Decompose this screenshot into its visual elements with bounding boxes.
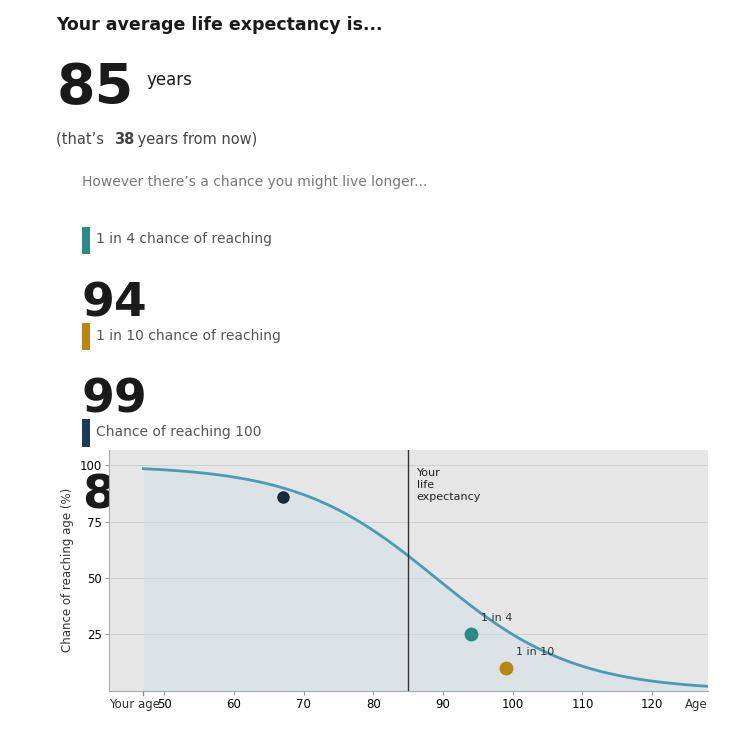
Bar [82, 323, 90, 350]
Bar [82, 420, 90, 447]
Text: 85: 85 [56, 61, 133, 115]
Text: Your average life expectancy is...: Your average life expectancy is... [56, 16, 383, 34]
Text: 8.0: 8.0 [82, 474, 166, 519]
Text: %: % [136, 474, 160, 498]
Text: Your age: Your age [109, 697, 160, 711]
Text: 94: 94 [82, 281, 148, 327]
Text: 1 in 10: 1 in 10 [516, 647, 554, 657]
Text: 99: 99 [82, 377, 148, 423]
Text: 1 in 10 chance of reaching: 1 in 10 chance of reaching [96, 328, 281, 343]
Text: Your
life
expectancy: Your life expectancy [416, 468, 481, 502]
Text: However there’s a chance you might live longer...: However there’s a chance you might live … [82, 175, 427, 189]
Text: Age: Age [685, 697, 708, 711]
Y-axis label: Chance of reaching age (%): Chance of reaching age (%) [61, 488, 74, 652]
Text: 38: 38 [114, 132, 134, 147]
Text: 1 in 4: 1 in 4 [482, 613, 513, 623]
Text: years from now): years from now) [133, 132, 258, 147]
Text: years: years [146, 71, 192, 88]
Bar [82, 227, 90, 254]
Text: (that’s: (that’s [56, 132, 109, 147]
Text: 1 in 4 chance of reaching: 1 in 4 chance of reaching [96, 232, 272, 246]
Text: Chance of reaching 100: Chance of reaching 100 [96, 425, 261, 439]
